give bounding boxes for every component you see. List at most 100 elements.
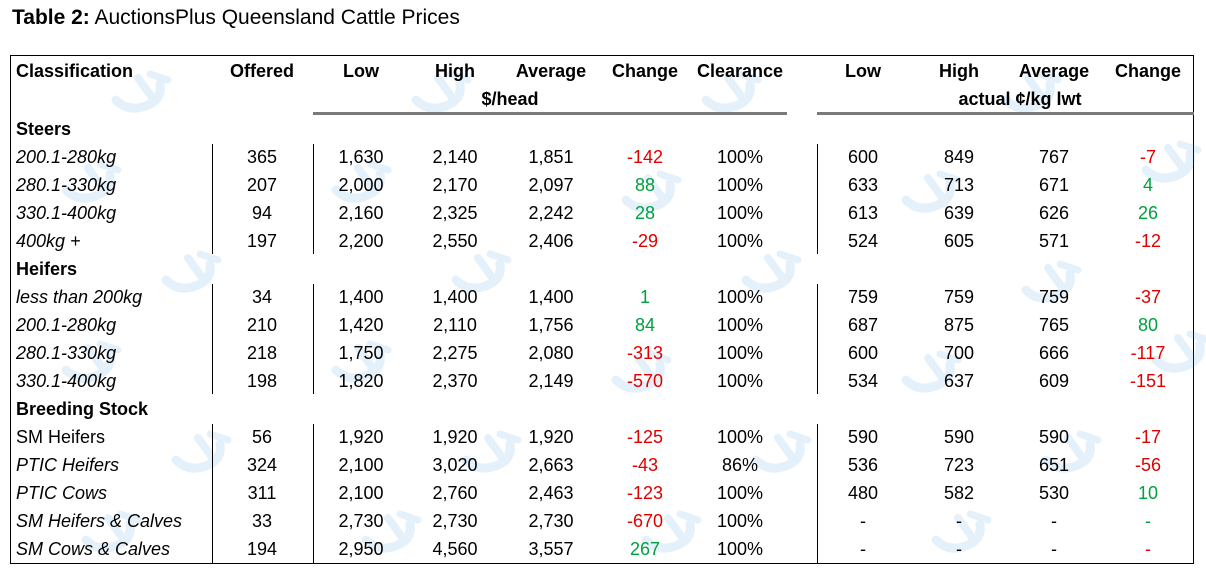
cell-kg-low: 759 — [847, 287, 879, 307]
price-table — [10, 55, 1194, 564]
unit-cents-per-kg: actual ¢/kg lwt — [958, 89, 1082, 109]
cell-kg-high: 759 — [943, 287, 975, 307]
cell-avg: 2,730 — [528, 511, 574, 531]
cell-clearance: 100% — [716, 203, 764, 223]
cell-kg-change: -117 — [1130, 343, 1166, 363]
divider — [212, 144, 213, 254]
cell-low: 2,100 — [338, 455, 384, 475]
cell-change: 1 — [639, 287, 650, 307]
cell-offered: 56 — [251, 427, 273, 447]
cell-avg: 2,097 — [528, 175, 574, 195]
cell-kg-change: -56 — [1134, 455, 1161, 475]
cell-kg-change: -37 — [1134, 287, 1161, 307]
cell-avg: 1,920 — [528, 427, 574, 447]
cell-kg-avg: 767 — [1038, 147, 1070, 167]
cell-kg-low: 534 — [847, 371, 879, 391]
cell-high: 3,020 — [432, 455, 478, 475]
cell-kg-avg: 609 — [1038, 371, 1070, 391]
cell-kg-low: 687 — [847, 315, 879, 335]
divider — [817, 144, 818, 254]
cell-change: -313 — [626, 343, 664, 363]
cell-change: 267 — [629, 539, 661, 559]
cell-low: 1,820 — [338, 371, 384, 391]
cell-kg-high: 605 — [943, 231, 975, 251]
cell-kg-change: 4 — [1142, 175, 1153, 195]
cell-kg-high: 590 — [943, 427, 975, 447]
cell-kg-high: 700 — [943, 343, 975, 363]
header-kg-change: Change — [1114, 61, 1181, 81]
cell-clearance: 100% — [716, 315, 764, 335]
row-label: 330.1-400kg — [16, 371, 117, 391]
cell-high: 2,550 — [432, 231, 478, 251]
cell-offered: 197 — [246, 231, 278, 251]
cell-avg: 2,242 — [528, 203, 574, 223]
header-low: Low — [343, 61, 379, 81]
cell-kg-avg: 590 — [1038, 427, 1070, 447]
cell-high: 2,140 — [432, 147, 478, 167]
cell-offered: 311 — [247, 483, 277, 503]
cell-change: -29 — [631, 231, 658, 251]
cell-kg-high: 639 — [943, 203, 975, 223]
header-kg-high: High — [939, 61, 979, 81]
cell-change: -125 — [626, 427, 664, 447]
cell-kg-change: 26 — [1137, 203, 1159, 223]
divider — [817, 284, 818, 394]
cell-clearance: 100% — [716, 511, 764, 531]
cell-kg-high: - — [956, 539, 962, 559]
header-kg-average: Average — [1018, 61, 1090, 81]
cell-clearance: 100% — [716, 231, 764, 251]
cell-high: 2,325 — [432, 203, 478, 223]
row-label: SM Cows & Calves — [16, 539, 171, 559]
cell-kg-high: 582 — [943, 483, 975, 503]
divider — [313, 144, 314, 254]
cell-low: 2,160 — [338, 203, 384, 223]
cell-kg-avg: 571 — [1038, 231, 1070, 251]
cell-change: 28 — [634, 203, 656, 223]
caption-prefix: Table 2: — [12, 6, 90, 29]
cell-low: 1,750 — [338, 343, 384, 363]
cell-high: 1,400 — [432, 287, 478, 307]
cell-kg-low: 524 — [847, 231, 879, 251]
cell-kg-change: -151 — [1129, 371, 1167, 391]
cell-clearance: 100% — [716, 539, 764, 559]
cell-kg-avg: - — [1051, 539, 1057, 559]
cell-avg: 2,663 — [528, 455, 574, 475]
cell-offered: 34 — [251, 287, 273, 307]
cell-kg-low: - — [860, 511, 866, 531]
header-high: High — [435, 61, 475, 81]
cell-clearance: 86% — [721, 455, 759, 475]
cell-kg-avg: 666 — [1038, 343, 1070, 363]
cell-high: 2,730 — [432, 511, 478, 531]
caption-title: AuctionsPlus Queensland Cattle Prices — [94, 6, 460, 29]
cell-high: 2,760 — [432, 483, 478, 503]
header-classification: Classification — [16, 61, 134, 81]
cell-kg-low: 600 — [847, 147, 879, 167]
row-label: less than 200kg — [16, 287, 143, 307]
row-label: 330.1-400kg — [16, 203, 117, 223]
unit-dollars-per-head: $/head — [481, 89, 539, 109]
cell-low: 1,920 — [338, 427, 384, 447]
section-label: Breeding Stock — [16, 399, 149, 419]
cell-kg-low: 536 — [847, 455, 879, 475]
row-label: 200.1-280kg — [16, 147, 117, 167]
row-label: PTIC Heifers — [16, 455, 120, 475]
header-kg-low: Low — [845, 61, 881, 81]
cell-high: 2,110 — [433, 315, 477, 335]
cell-kg-change: - — [1145, 539, 1151, 559]
row-label: SM Heifers — [16, 427, 106, 447]
cell-offered: 218 — [246, 343, 278, 363]
cell-low: 1,420 — [338, 315, 384, 335]
cell-kg-change: 10 — [1137, 483, 1159, 503]
divider — [817, 424, 818, 564]
cell-kg-avg: 671 — [1038, 175, 1070, 195]
cell-kg-high: 849 — [943, 147, 975, 167]
row-label: PTIC Cows — [16, 483, 108, 503]
section-label: Heifers — [16, 259, 78, 279]
cell-high: 2,370 — [432, 371, 478, 391]
cell-high: 2,275 — [432, 343, 478, 363]
cell-kg-change: - — [1145, 511, 1151, 531]
cell-change: -570 — [626, 371, 664, 391]
table-caption: Table 2: AuctionsPlus Queensland Cattle … — [12, 6, 460, 30]
cell-offered: 94 — [251, 203, 273, 223]
cell-offered: 324 — [246, 455, 278, 475]
